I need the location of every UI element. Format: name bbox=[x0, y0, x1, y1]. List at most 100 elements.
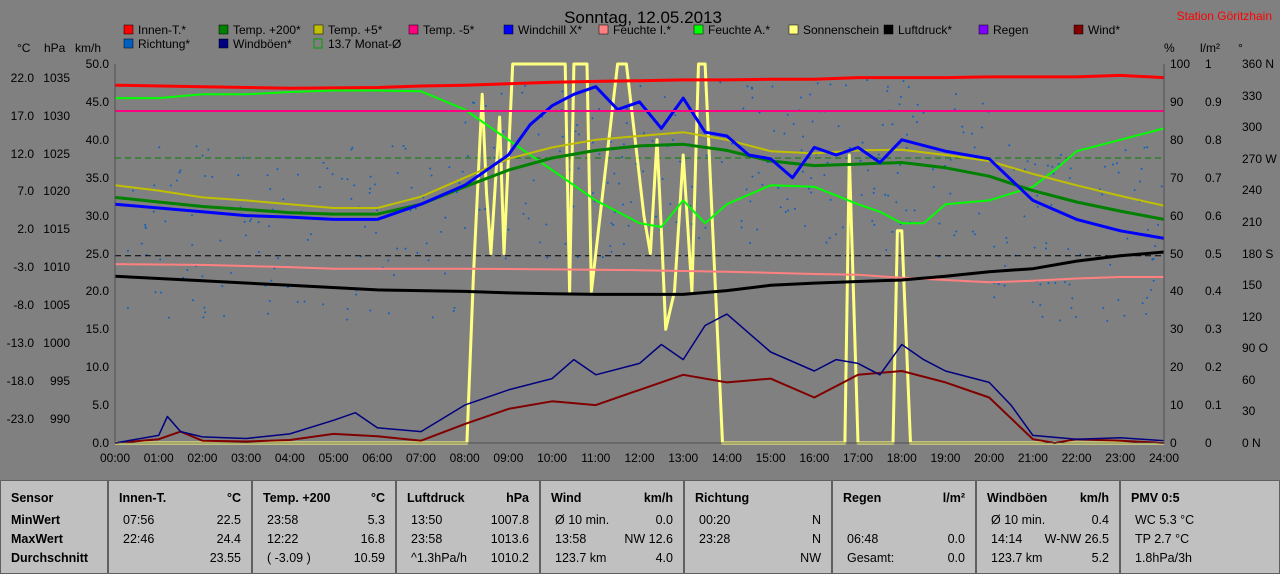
direction-dot bbox=[841, 226, 844, 229]
rain-tick-label: 0 bbox=[1205, 436, 1212, 450]
direction-dot bbox=[598, 153, 601, 156]
direction-dot bbox=[980, 126, 983, 129]
legend-swatch-2 bbox=[313, 24, 324, 35]
direction-dot bbox=[576, 124, 579, 127]
x-tick-label: 06:00 bbox=[362, 451, 392, 465]
x-tick-label: 22:00 bbox=[1062, 451, 1092, 465]
direction-dot bbox=[427, 259, 430, 262]
direction-dot bbox=[873, 223, 876, 226]
series-line-luftdruck- bbox=[114, 250, 1165, 296]
direction-dot bbox=[159, 258, 162, 261]
direction-dot bbox=[466, 155, 469, 158]
x-tick-label: 11:00 bbox=[581, 451, 610, 465]
stats-cell-value: 1013.6 bbox=[490, 532, 529, 546]
direction-dot bbox=[507, 228, 510, 231]
stats-cell-label: 23:28 bbox=[699, 532, 731, 546]
direction-dot bbox=[561, 135, 564, 138]
temp-tick-label: 2.0 bbox=[17, 222, 34, 236]
stats-cell-label: 12:22 bbox=[267, 532, 299, 546]
pressure-tick-label: 1035 bbox=[43, 71, 70, 85]
direction-dot bbox=[1047, 282, 1050, 285]
direction-dot bbox=[546, 256, 549, 259]
direction-dot bbox=[749, 242, 752, 245]
direction-dot bbox=[1143, 146, 1146, 149]
stats-cell-label: ^1.3hPa/h bbox=[411, 551, 467, 565]
direction-dot bbox=[464, 226, 467, 229]
direction-dot bbox=[350, 148, 353, 151]
direction-dot bbox=[1026, 160, 1029, 163]
direction-dot bbox=[873, 187, 876, 190]
direction-dot bbox=[242, 156, 245, 159]
rain-tick-label: 0.6 bbox=[1205, 209, 1222, 223]
direction-dot bbox=[978, 212, 981, 215]
direction-dot bbox=[577, 167, 580, 170]
direction-dot bbox=[786, 113, 789, 116]
direction-dot bbox=[453, 306, 456, 309]
direction-dot bbox=[296, 300, 299, 303]
direction-dot bbox=[740, 219, 743, 222]
x-tick-label: 21:00 bbox=[1018, 451, 1048, 465]
direction-dot bbox=[742, 107, 745, 110]
direction-dot bbox=[276, 168, 279, 171]
legend-swatch-8 bbox=[883, 24, 894, 35]
direction-dot bbox=[612, 223, 615, 226]
direction-dot bbox=[829, 198, 832, 201]
direction-dot bbox=[761, 183, 764, 186]
direction-dot bbox=[524, 84, 527, 87]
direction-dot bbox=[675, 221, 678, 224]
direction-dot bbox=[429, 167, 432, 170]
direction-dot bbox=[444, 272, 447, 275]
humidity-tick-label: 0 bbox=[1170, 436, 1177, 450]
direction-dot bbox=[257, 250, 260, 253]
direction-dot bbox=[502, 130, 505, 133]
direction-dot bbox=[431, 316, 434, 319]
stats-cell-label: WC 5.3 °C bbox=[1135, 513, 1195, 527]
direction-dot bbox=[758, 111, 761, 114]
direction-dot bbox=[375, 231, 378, 234]
x-tick-label: 03:00 bbox=[231, 451, 261, 465]
direction-dot bbox=[1031, 301, 1034, 304]
stats-cell-label: 00:20 bbox=[699, 513, 731, 527]
direction-dot bbox=[622, 203, 625, 206]
stats-cell-value: 5.2 bbox=[1091, 551, 1109, 565]
wind-tick-label: 25.0 bbox=[86, 247, 110, 261]
direction-dot bbox=[318, 186, 321, 189]
direction-dot bbox=[1117, 298, 1120, 301]
stats-column-unit: km/h bbox=[1079, 491, 1109, 505]
direction-dot bbox=[391, 145, 394, 148]
direction-dot bbox=[625, 107, 628, 110]
direction-dot bbox=[891, 230, 894, 233]
humidity-tick-label: 30 bbox=[1170, 322, 1184, 336]
stats-column: Richtung 00:20 N 23:28 N NW bbox=[684, 480, 832, 574]
stats-cell-label: 1.8hPa/3h bbox=[1135, 551, 1192, 565]
direction-dot bbox=[1046, 164, 1049, 167]
stats-column: PMV 0:5 WC 5.3 °C TP 2.7 °C 1.8hPa/3h bbox=[1120, 480, 1280, 574]
direction-dot bbox=[859, 159, 862, 162]
direction-dot bbox=[1057, 163, 1060, 166]
direction-dot bbox=[973, 146, 976, 149]
direction-dot bbox=[1071, 297, 1074, 300]
direction-dot bbox=[154, 291, 157, 294]
direction-dot bbox=[458, 181, 461, 184]
direction-dot bbox=[158, 146, 161, 149]
direction-dot bbox=[1006, 241, 1009, 244]
stats-column-title: PMV 0:5 bbox=[1131, 491, 1180, 505]
humidity-tick-label: 70 bbox=[1170, 171, 1184, 185]
stats-column: Temp. +200 °C 23:58 5.3 12:22 16.8 ( -3.09 ) 10… bbox=[252, 480, 396, 574]
direction-dot bbox=[771, 85, 774, 88]
direction-dot bbox=[331, 173, 334, 176]
direction-tick-label: 30 bbox=[1242, 404, 1256, 418]
direction-dot bbox=[672, 138, 675, 141]
series-line-temp-200- bbox=[114, 142, 1165, 221]
wind-tick-label: 0.0 bbox=[92, 436, 109, 450]
pressure-tick-label: 1015 bbox=[43, 222, 70, 236]
direction-dot bbox=[153, 184, 156, 187]
direction-dot bbox=[1079, 253, 1082, 256]
direction-dot bbox=[471, 101, 474, 104]
direction-dot bbox=[698, 237, 701, 240]
direction-dot bbox=[740, 226, 743, 229]
direction-dot bbox=[392, 274, 395, 277]
stats-cell-value: 16.8 bbox=[360, 532, 385, 546]
stats-table: Sensor MinWert MaxWert Durchschnitt Innen-T.… bbox=[0, 480, 1280, 574]
direction-dot bbox=[326, 167, 329, 170]
